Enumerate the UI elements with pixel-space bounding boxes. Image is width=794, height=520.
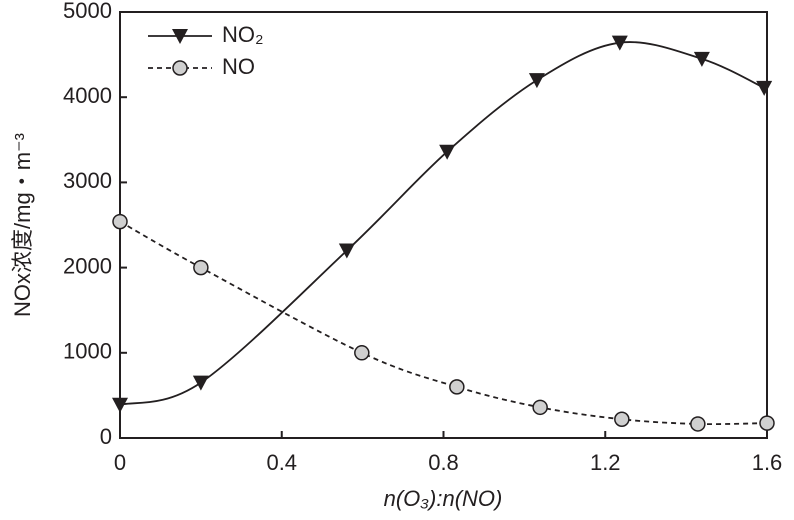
marker <box>532 399 548 416</box>
marker <box>614 411 630 428</box>
y-tick-label: 1000 <box>63 339 112 364</box>
marker <box>193 259 209 276</box>
y-tick-label: 2000 <box>63 253 112 278</box>
legend-marker <box>172 29 188 44</box>
y-tick-label: 3000 <box>63 168 112 193</box>
x-tick-label: 1.6 <box>752 450 783 475</box>
marker <box>693 51 710 67</box>
x-tick-label: 0.4 <box>266 450 297 475</box>
legend-marker <box>172 60 188 76</box>
marker <box>528 73 545 89</box>
marker <box>611 35 628 51</box>
marker <box>449 379 465 395</box>
marker <box>439 144 456 160</box>
marker <box>112 397 128 413</box>
x-tick-label: 1.2 <box>590 450 621 475</box>
y-tick-label: 0 <box>100 424 112 449</box>
x-axis-label: n(O₃):n(NO) <box>384 486 503 511</box>
marker <box>759 415 775 431</box>
plot-frame <box>119 11 768 439</box>
marker <box>690 416 706 432</box>
marker <box>112 213 128 230</box>
marker <box>756 80 773 96</box>
x-tick-label: 0 <box>114 450 126 475</box>
y-tick-label: 4000 <box>63 83 112 108</box>
legend-label: NO <box>222 54 255 79</box>
legend-label: NO₂ <box>222 22 264 47</box>
y-axis-label: NOx浓度/mg・m⁻³ <box>10 133 35 317</box>
x-tick-label: 0.8 <box>428 450 459 475</box>
marker <box>338 243 355 259</box>
marker <box>192 375 209 391</box>
marker <box>354 345 370 361</box>
y-tick-label: 5000 <box>63 0 112 23</box>
series-line <box>119 220 768 426</box>
series-line <box>119 41 765 406</box>
